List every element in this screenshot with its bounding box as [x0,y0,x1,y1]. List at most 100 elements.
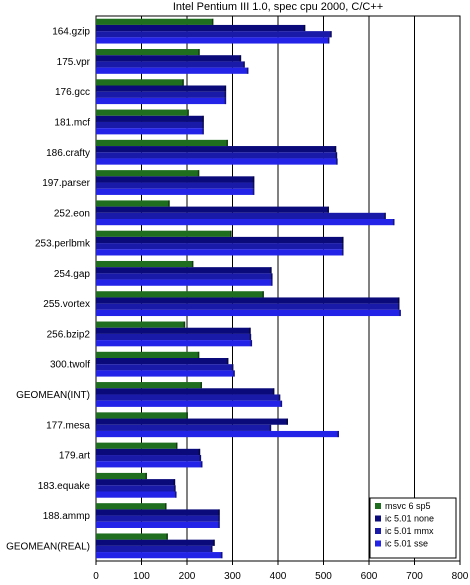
category-label: 300.twolf [50,360,90,371]
bar-shade [243,61,245,68]
category-label: 186.crafty [46,148,90,159]
bar-shade [269,424,272,431]
category-label: 177.mesa [46,420,90,431]
category-labels: 164.gzip 175.vpr 176.gcc 181.mcf 186.crafty 1… [6,27,91,553]
bar-group [96,291,401,317]
bar-shade [252,176,255,183]
bar [96,188,255,195]
bar-shade [327,37,330,44]
bar [96,212,386,220]
bar [96,121,204,129]
bar [96,24,306,32]
bar [96,243,344,250]
bar [96,515,220,522]
bar [96,49,200,56]
x-tick-label: 100 [133,571,150,582]
bar-shade [392,219,395,226]
bar-shade [145,472,147,480]
bar [96,545,213,553]
bar-shade [220,552,223,559]
bar-shade [246,67,249,74]
bar [96,115,204,122]
bar-group [96,321,253,347]
bar [96,394,281,401]
bar-shade [271,273,273,280]
bar [96,273,273,280]
bar-shade [280,400,283,407]
x-axis-ticks: 0 100 200 300 400 500 600 700 800 [93,561,469,582]
bar-group [96,139,338,165]
bar [96,412,188,419]
bar [96,31,332,38]
bar-shade [249,327,251,334]
bar-group [96,351,235,377]
x-tick-label: 0 [93,571,99,582]
bar-shade [249,333,252,341]
legend-label: ic 5.01 sse [385,539,428,549]
bar [96,364,234,371]
bar [96,146,337,153]
category-label: 188.ammp [43,511,91,522]
legend-label: msvc 6 sp5 [385,501,431,511]
legend-label: ic 5.01 mmx [385,526,434,536]
bar-shade [199,455,202,462]
bar [96,370,235,377]
bar-shade [186,412,188,419]
bar-shade [384,212,386,220]
bar [96,351,200,358]
bar [96,357,229,365]
bar [96,152,338,159]
bar [96,430,339,438]
bar-shade [334,146,337,153]
category-label: 255.vortex [43,299,90,310]
bar-shade [399,309,401,317]
bar [96,230,232,237]
bar-group [96,533,223,559]
bar-shade [202,128,204,135]
x-tick-label: 200 [179,571,196,582]
bar [96,400,283,407]
bar [96,333,252,341]
gridlines [141,16,415,561]
legend-box [369,497,457,559]
chart-title: Intel Pentium III 1.0, spec cpu 2000, C/… [172,1,384,13]
bar-group [96,503,220,528]
bar [96,139,228,147]
x-tick-label: 600 [361,571,378,582]
x-tick-label: 300 [224,571,241,582]
bar-shade [175,442,178,449]
bar [96,158,338,165]
legend-swatch [375,515,381,522]
bar-shade [342,236,344,244]
x-tick-label: 700 [406,571,423,582]
bar-shade [336,158,338,165]
bar [96,303,400,310]
bar-group [96,109,204,135]
bar-shade [252,182,255,189]
bar [96,424,272,431]
bar-shade [173,479,176,486]
bar [96,472,147,480]
bar [96,509,220,516]
bar [96,455,202,462]
bar-shade [397,303,400,310]
legend-swatch [375,503,381,509]
bar [96,236,344,244]
bar [96,79,184,86]
bar-shade [183,321,186,328]
bar [96,309,401,317]
legend: msvc 6 sp5 ic 5.01 none ic 5.01 mmx ic 5.01… [369,497,457,559]
bar-shade [166,533,168,540]
category-label: 183.equake [38,481,91,492]
bar-shade [230,230,232,237]
category-label: GEOMEAN(INT) [16,390,90,401]
bar [96,18,214,25]
bar [96,279,273,286]
bar-shade [335,152,338,159]
bars [96,18,401,559]
bar-shade [197,170,200,177]
bar-shade [182,79,184,86]
bar [96,388,275,395]
bar [96,182,255,189]
